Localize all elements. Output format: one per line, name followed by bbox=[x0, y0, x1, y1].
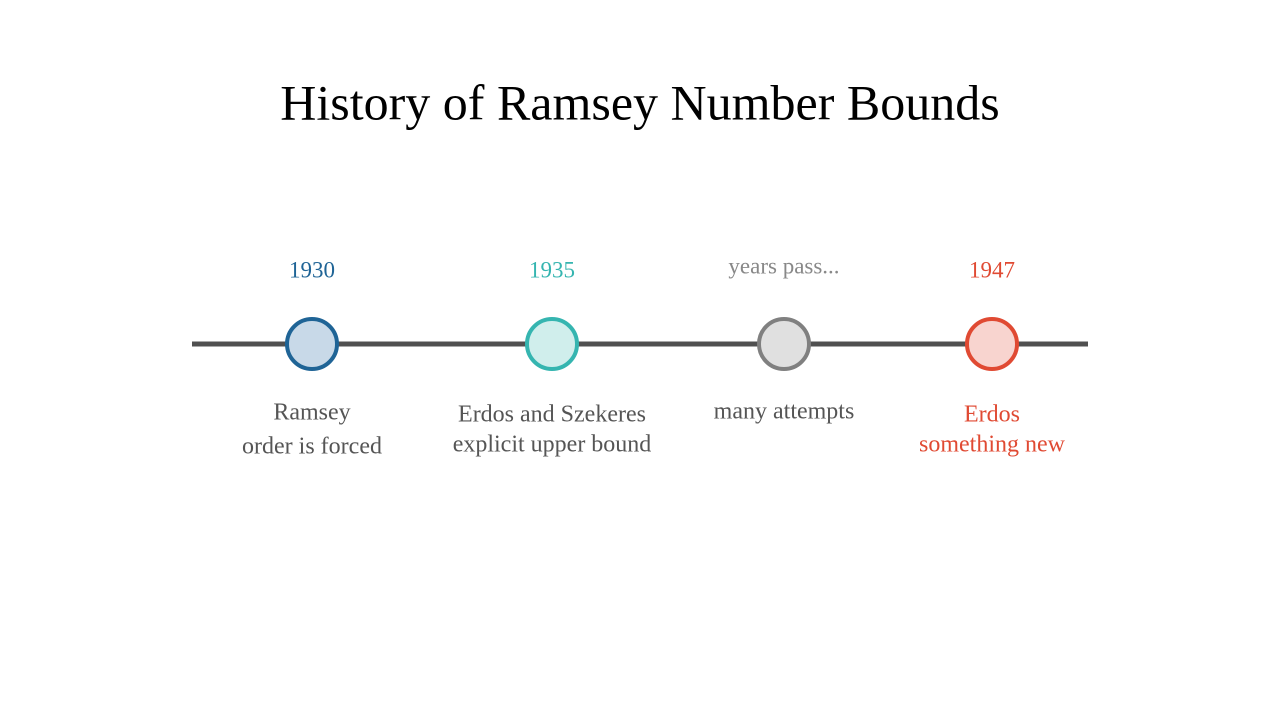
event-label: 1930 bbox=[289, 257, 335, 282]
event: 1935 Erdos and Szekeres explicit upper b… bbox=[453, 257, 652, 457]
event: 1947 Erdos something new bbox=[919, 257, 1066, 457]
event-label: 1947 bbox=[969, 257, 1015, 282]
event-desc: Erdos and Szekeres bbox=[458, 402, 646, 428]
event-node bbox=[525, 317, 579, 371]
event-label: 1935 bbox=[529, 257, 575, 282]
event-desc: many attempts bbox=[714, 399, 855, 425]
event-desc: order is forced bbox=[242, 434, 382, 460]
event: years pass... many attempts bbox=[714, 253, 855, 424]
event-node bbox=[285, 317, 339, 371]
event-node bbox=[757, 317, 811, 371]
event-desc: something new bbox=[919, 432, 1066, 458]
event-node bbox=[965, 317, 1019, 371]
event: 1930 Ramsey order is forced bbox=[242, 257, 382, 459]
event-label: years pass... bbox=[728, 253, 839, 278]
event-desc: Ramsey bbox=[273, 400, 350, 426]
event-desc: Erdos bbox=[964, 402, 1020, 428]
title: History of Ramsey Number Bounds bbox=[280, 74, 999, 130]
event-desc: explicit upper bound bbox=[453, 432, 652, 458]
